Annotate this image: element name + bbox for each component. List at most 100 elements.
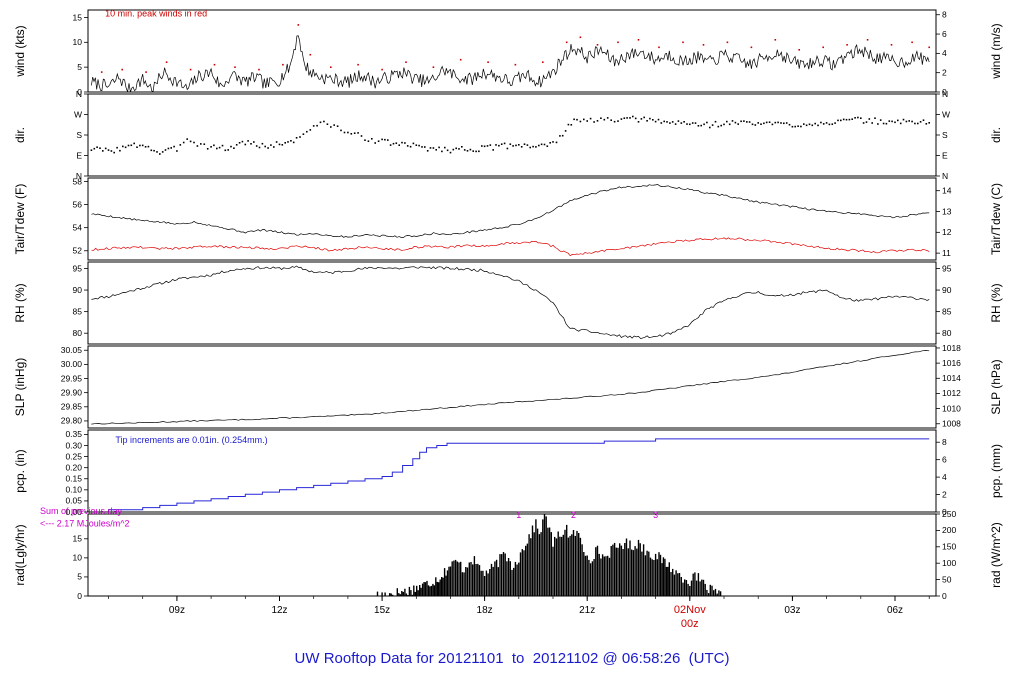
svg-text:90: 90 <box>942 285 952 295</box>
svg-text:15: 15 <box>73 12 83 22</box>
svg-text:1014: 1014 <box>942 373 961 383</box>
peak-winds <box>100 24 930 73</box>
svg-text:0: 0 <box>942 507 947 517</box>
svg-text:100: 100 <box>942 558 956 568</box>
svg-text:5: 5 <box>77 62 82 72</box>
svg-text:0: 0 <box>942 591 947 601</box>
svg-text:dir.: dir. <box>13 127 27 143</box>
svg-text:W: W <box>74 109 82 119</box>
svg-text:N: N <box>76 171 82 181</box>
svg-text:<--- 2.17 MJoules/m^2: <--- 2.17 MJoules/m^2 <box>40 518 130 528</box>
svg-text:29.85: 29.85 <box>61 402 83 412</box>
svg-text:85: 85 <box>942 306 952 316</box>
svg-text:13: 13 <box>942 206 952 216</box>
svg-text:85: 85 <box>73 306 83 316</box>
svg-text:rad (W/m^2): rad (W/m^2) <box>989 522 1003 588</box>
svg-text:3: 3 <box>653 510 658 520</box>
svg-text:50: 50 <box>942 574 952 584</box>
svg-text:Tair/Tdew (C): Tair/Tdew (C) <box>989 183 1003 255</box>
x-tick-12z: 12z <box>271 605 287 616</box>
svg-text:52: 52 <box>73 246 83 256</box>
tair <box>91 184 930 238</box>
svg-text:N: N <box>942 171 948 181</box>
svg-text:14: 14 <box>942 185 952 195</box>
svg-text:12: 12 <box>942 227 952 237</box>
svg-text:Tair/Tdew (F): Tair/Tdew (F) <box>13 184 27 255</box>
svg-text:95: 95 <box>942 263 952 273</box>
svg-text:4: 4 <box>942 48 947 58</box>
svg-text:150: 150 <box>942 542 956 552</box>
x-tick-03z: 03z <box>784 605 800 616</box>
svg-text:29.80: 29.80 <box>61 416 83 426</box>
svg-text:8: 8 <box>942 10 947 20</box>
svg-text:pcp. (in): pcp. (in) <box>13 449 27 492</box>
svg-text:5: 5 <box>77 572 82 582</box>
panel-temp: 52 54 56 58 11 12 13 14 Tair/Tdew (F) Tair/Tdew (… <box>13 176 1003 261</box>
svg-text:30.00: 30.00 <box>61 359 83 369</box>
svg-text:0: 0 <box>942 87 947 97</box>
svg-text:6: 6 <box>942 454 947 464</box>
svg-text:30.05: 30.05 <box>61 345 83 355</box>
wind-direction <box>90 115 930 155</box>
svg-text:1016: 1016 <box>942 358 961 368</box>
svg-text:RH (%): RH (%) <box>13 283 27 322</box>
svg-text:2: 2 <box>942 67 947 77</box>
svg-text:8: 8 <box>942 437 947 447</box>
svg-text:E: E <box>76 150 82 160</box>
svg-text:1012: 1012 <box>942 388 961 398</box>
relative-humidity <box>91 265 930 340</box>
svg-text:4: 4 <box>942 472 947 482</box>
svg-text:6: 6 <box>942 29 947 39</box>
wind-speed <box>91 35 930 92</box>
svg-text:90: 90 <box>73 285 83 295</box>
svg-text:rad(Lgly/hr): rad(Lgly/hr) <box>13 524 27 585</box>
chart-title: UW Rooftop Data for 20121101 to 20121102… <box>294 650 730 667</box>
svg-text:wind (m/s): wind (m/s) <box>989 23 1003 79</box>
svg-text:dir.: dir. <box>989 127 1003 143</box>
svg-text:Tip increments are 0.01in. (0.: Tip increments are 0.01in. (0.254mm.) <box>115 435 267 445</box>
x-tick-00z: 00z <box>681 618 699 630</box>
x-tick-06z: 06z <box>887 605 903 616</box>
svg-text:10 min. peak winds in red: 10 min. peak winds in red <box>105 9 207 19</box>
svg-text:10: 10 <box>73 37 83 47</box>
panel-slp: 29.80 29.85 29.90 29.95 30.00 30.05 1008 1010 10… <box>13 343 1003 429</box>
svg-text:95: 95 <box>73 263 83 273</box>
svg-text:80: 80 <box>73 328 83 338</box>
svg-text:80: 80 <box>942 328 952 338</box>
precip-accum <box>91 438 930 512</box>
svg-text:1008: 1008 <box>942 419 961 429</box>
svg-text:54: 54 <box>73 222 83 232</box>
sea-level-pressure <box>91 350 930 425</box>
svg-text:0.10: 0.10 <box>65 485 82 495</box>
panel-rh: 80 85 90 95 80 85 90 95 RH (%) RH (%) <box>13 261 1003 345</box>
svg-text:0.00: 0.00 <box>65 507 82 517</box>
tdew <box>91 237 930 257</box>
svg-text:0: 0 <box>77 591 82 601</box>
x-tick-09z: 09z <box>169 605 185 616</box>
svg-text:2: 2 <box>942 489 947 499</box>
svg-text:1: 1 <box>516 510 521 520</box>
svg-text:56: 56 <box>73 199 83 209</box>
panel-wind: 0 5 10 15 0 2 4 6 8 wind (kts) wind (m/s) 10 min. p… <box>13 9 1003 97</box>
svg-text:0.05: 0.05 <box>65 496 82 506</box>
svg-text:0.20: 0.20 <box>65 462 82 472</box>
svg-text:200: 200 <box>942 525 956 535</box>
panel-pcp: 0.000.050.100.15 0.200.250.300.35 0 2 4 6 8 pcp… <box>13 429 1003 517</box>
svg-text:W: W <box>942 109 950 119</box>
svg-text:Sum of previous day: Sum of previous day <box>40 506 123 516</box>
svg-text:250: 250 <box>942 509 956 519</box>
svg-text:0.35: 0.35 <box>65 429 82 439</box>
svg-text:1018: 1018 <box>942 343 961 353</box>
svg-text:S: S <box>76 130 82 140</box>
svg-text:SLP (inHg): SLP (inHg) <box>13 358 27 416</box>
solar-radiation <box>375 514 722 596</box>
svg-text:pcp. (mm): pcp. (mm) <box>989 444 1003 498</box>
svg-text:15: 15 <box>73 534 83 544</box>
svg-text:0.30: 0.30 <box>65 440 82 450</box>
svg-text:RH (%): RH (%) <box>989 283 1003 322</box>
svg-text:11: 11 <box>942 248 951 258</box>
x-tick-15z: 15z <box>374 605 390 616</box>
